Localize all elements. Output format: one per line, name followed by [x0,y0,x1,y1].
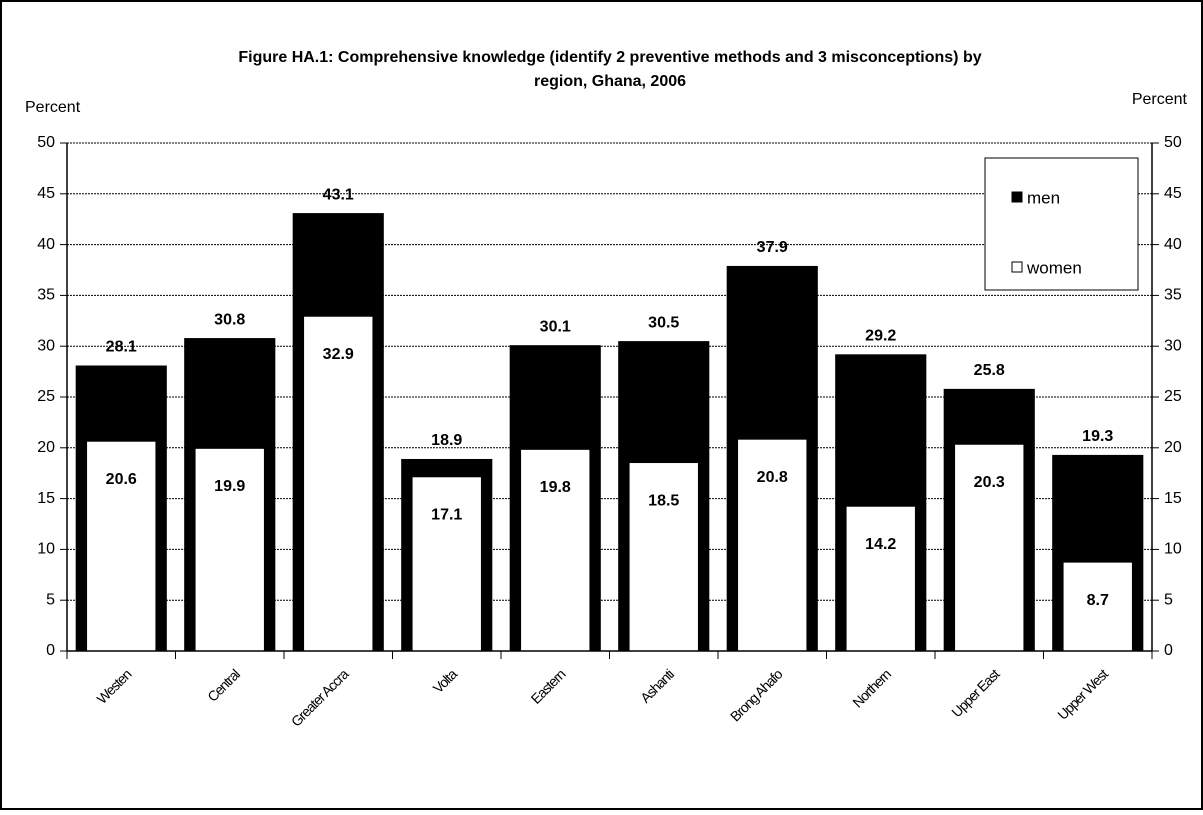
bar [955,444,1024,651]
y-axis-label: Percent [25,99,81,116]
bar [1063,562,1132,651]
data-label: 19.9 [214,478,245,495]
bar [846,506,915,651]
y-tick-label: 45 [37,185,55,202]
bar [521,449,590,651]
y-tick-label: 15 [37,490,55,507]
y-tick-label: 25 [37,388,55,405]
y2-tick-label: 35 [1164,287,1182,304]
y2-tick-label: 50 [1164,134,1182,151]
data-label: 20.3 [974,474,1005,491]
y2-tick-label: 25 [1164,388,1182,405]
legend-label: women [1026,258,1082,277]
data-label: 19.3 [1082,428,1113,445]
y-tick-label: 5 [46,591,55,608]
bar [629,463,698,651]
y-tick-label: 35 [37,287,55,304]
bar [304,316,373,651]
y2-tick-label: 45 [1164,185,1182,202]
legend-label: men [1027,188,1060,207]
data-label: 30.8 [214,311,245,328]
y2-tick-label: 40 [1164,236,1182,253]
y-tick-label: 40 [37,236,55,253]
data-label: 18.5 [648,492,679,509]
data-label: 17.1 [431,506,462,523]
data-label: 18.9 [431,432,462,449]
y2-tick-label: 10 [1164,541,1182,558]
data-label: 28.1 [106,339,137,356]
bar [738,439,807,651]
data-label: 25.8 [974,362,1005,379]
bar [195,448,264,651]
legend-swatch [1011,191,1023,203]
data-label: 30.5 [648,314,679,331]
y2-tick-label: 5 [1164,591,1173,608]
y2-tick-label: 0 [1164,642,1173,659]
y-tick-label: 10 [37,541,55,558]
data-label: 32.9 [323,346,354,363]
bar [87,441,156,651]
data-label: 29.2 [865,328,896,345]
data-label: 20.6 [106,471,137,488]
y-tick-label: 0 [46,642,55,659]
data-label: 37.9 [757,239,788,256]
data-label: 19.8 [540,479,571,496]
legend-swatch [1011,261,1023,273]
data-label: 14.2 [865,536,896,553]
y2-tick-label: 20 [1164,439,1182,456]
data-label: 43.1 [323,186,354,203]
data-label: 20.8 [757,469,788,486]
y2-axis-label: Percent [1132,91,1188,108]
y-tick-label: 50 [37,134,55,151]
data-label: 8.7 [1087,592,1109,609]
data-label: 30.1 [540,318,571,335]
y-tick-label: 30 [37,337,55,354]
y-tick-label: 20 [37,439,55,456]
chart-title: Figure HA.1: Comprehensive knowledge (id… [238,49,981,66]
legend-box [984,157,1139,291]
chart-title: region, Ghana, 2006 [534,73,686,90]
y2-tick-label: 15 [1164,490,1182,507]
y2-tick-label: 30 [1164,337,1182,354]
bar [412,477,481,651]
